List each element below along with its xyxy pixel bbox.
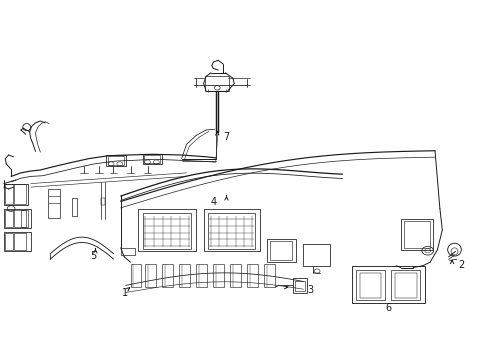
Text: 1: 1: [122, 288, 128, 298]
Text: 5: 5: [91, 251, 97, 261]
Bar: [360, 273, 381, 298]
Bar: [230, 264, 241, 287]
Bar: [48, 189, 60, 217]
Bar: [4, 184, 28, 205]
Text: 3: 3: [307, 285, 314, 295]
Text: 6: 6: [386, 302, 392, 312]
Bar: [294, 281, 305, 291]
Bar: [14, 210, 26, 227]
Bar: [138, 208, 196, 251]
Bar: [293, 278, 307, 293]
Bar: [356, 270, 385, 300]
Bar: [179, 264, 190, 287]
Bar: [14, 184, 26, 204]
Bar: [303, 244, 330, 266]
Bar: [14, 233, 26, 250]
Bar: [265, 264, 275, 287]
Bar: [247, 264, 258, 287]
Bar: [143, 154, 162, 164]
Text: 7: 7: [223, 132, 229, 142]
Bar: [101, 198, 105, 205]
Bar: [72, 198, 77, 216]
Bar: [395, 273, 416, 298]
Bar: [213, 264, 224, 287]
Bar: [270, 242, 292, 260]
Bar: [267, 239, 296, 262]
Bar: [391, 270, 420, 300]
Bar: [5, 233, 13, 250]
Bar: [108, 157, 123, 165]
Bar: [401, 219, 433, 249]
Bar: [143, 213, 192, 249]
Bar: [4, 208, 30, 228]
Bar: [5, 210, 13, 227]
Text: 2: 2: [458, 260, 464, 270]
Bar: [196, 264, 207, 287]
Bar: [21, 210, 28, 227]
Text: 4: 4: [211, 197, 217, 207]
Bar: [121, 248, 135, 255]
Bar: [144, 155, 160, 163]
Bar: [352, 266, 425, 303]
Bar: [162, 264, 173, 287]
Bar: [145, 264, 156, 287]
Bar: [5, 184, 13, 204]
Bar: [203, 208, 260, 251]
Bar: [130, 264, 141, 287]
Bar: [208, 213, 255, 249]
Bar: [404, 221, 430, 248]
Bar: [106, 155, 125, 166]
Bar: [4, 232, 30, 251]
Bar: [205, 76, 229, 91]
